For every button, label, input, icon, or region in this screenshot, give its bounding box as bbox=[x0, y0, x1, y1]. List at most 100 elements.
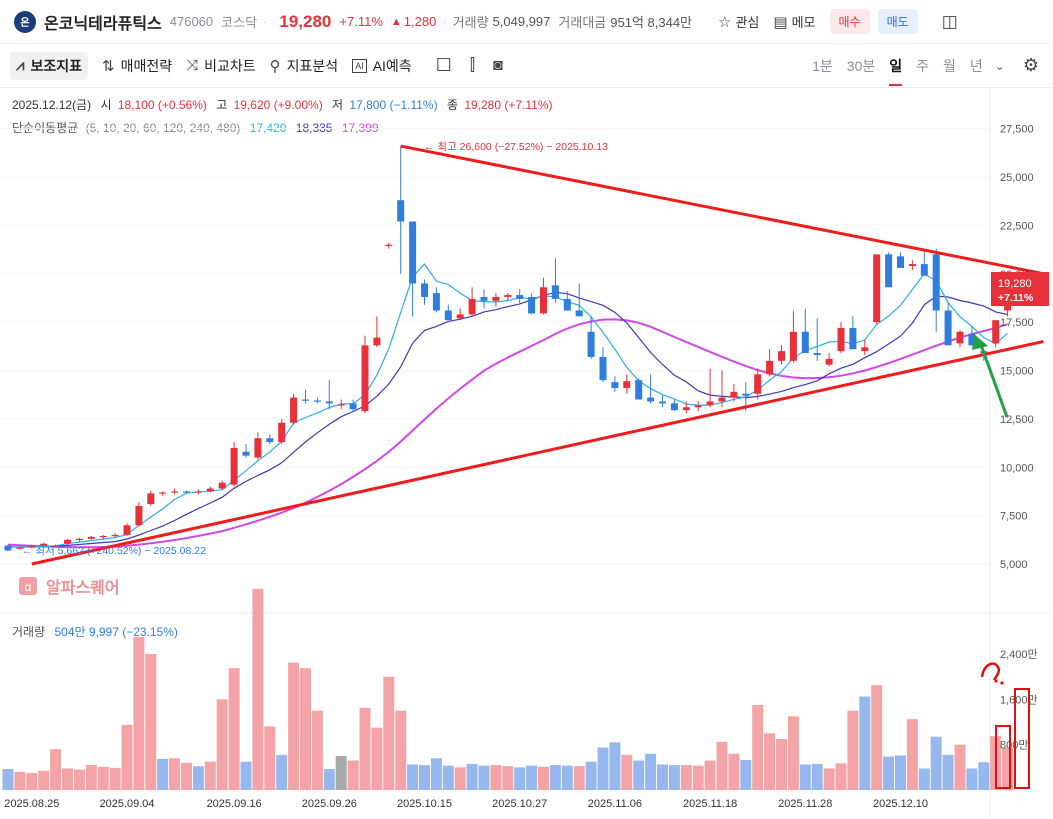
volume-bar bbox=[645, 753, 657, 790]
stock-chart[interactable]: 2025.12.12(금) 시 18,100 (+0.56%) 고 19,620… bbox=[0, 88, 1053, 819]
volume-bar bbox=[97, 766, 109, 790]
candle-body bbox=[444, 310, 452, 321]
volume-bar bbox=[823, 768, 835, 790]
chevron-down-icon[interactable]: ⌄ bbox=[994, 58, 1005, 73]
legend-high-label: 고 bbox=[216, 98, 227, 112]
volume-bar bbox=[597, 747, 609, 790]
candle-body bbox=[968, 333, 976, 346]
buy-button[interactable]: 매수 bbox=[829, 9, 870, 34]
candle-body bbox=[825, 358, 833, 365]
period-30min[interactable]: 30분 bbox=[846, 57, 876, 74]
volume-bar bbox=[181, 762, 192, 790]
volume-bar bbox=[942, 754, 954, 790]
candle-body bbox=[647, 397, 655, 402]
volume-bar bbox=[966, 768, 978, 790]
volume-bar bbox=[359, 707, 371, 790]
indicator-button[interactable]: ⩘ 보조지표 bbox=[10, 51, 88, 80]
period-month[interactable]: 월 bbox=[943, 57, 956, 74]
volume-bar bbox=[835, 763, 847, 790]
period-year[interactable]: 년 bbox=[969, 57, 983, 74]
volume-bar bbox=[633, 760, 645, 790]
volume-bar bbox=[728, 753, 740, 790]
indicator-icon: ⩘ bbox=[16, 57, 25, 74]
ai-chip-icon: AI bbox=[352, 58, 367, 73]
volume-bar bbox=[847, 710, 859, 790]
trendline-upper bbox=[400, 144, 1044, 276]
checkbox-icon[interactable]: ☐ bbox=[435, 55, 452, 75]
candle-body bbox=[40, 543, 48, 546]
legend-ma10: 18,335 bbox=[296, 121, 333, 135]
volume-bar bbox=[716, 741, 728, 790]
handwritten-mark bbox=[980, 662, 1001, 681]
volume-bar bbox=[776, 739, 787, 790]
volume-bar bbox=[906, 719, 918, 790]
volume-bar bbox=[169, 758, 181, 790]
candle-body bbox=[183, 491, 190, 493]
trendline-lower bbox=[31, 340, 1044, 566]
period-1min[interactable]: 1분 bbox=[812, 57, 833, 74]
amount-value: 951억 8,344만 bbox=[610, 15, 693, 30]
volume-bar bbox=[121, 724, 133, 790]
volume-bar bbox=[621, 754, 633, 790]
camera-icon[interactable]: ◙ bbox=[492, 56, 503, 74]
candle-body bbox=[504, 295, 512, 297]
gear-icon[interactable]: ⚙ bbox=[1022, 55, 1039, 75]
volume-bar bbox=[478, 765, 490, 790]
volume-bar bbox=[50, 749, 62, 790]
date-tick-label: 2025.11.28 bbox=[778, 798, 832, 810]
candle-body bbox=[349, 403, 357, 410]
volume-bar bbox=[871, 685, 883, 790]
period-week[interactable]: 주 bbox=[916, 57, 930, 74]
candle-body bbox=[706, 401, 714, 406]
candle-body bbox=[813, 353, 821, 356]
watch-button[interactable]: ☆ 관심 bbox=[718, 12, 759, 31]
price-tick-label: 15,000 bbox=[1000, 366, 1034, 378]
ai-predict-button[interactable]: AI AI예측 bbox=[352, 56, 412, 76]
candle-type-icon[interactable]: ⫿ bbox=[469, 56, 475, 74]
analysis-button[interactable]: ⚲ 지표분석 bbox=[270, 56, 339, 76]
compare-button[interactable]: ⤨ 비교차트 bbox=[186, 56, 256, 76]
volume-bar bbox=[609, 742, 621, 790]
sidebar-toggle-icon[interactable]: ◫ bbox=[941, 11, 958, 31]
date-tick-label: 2025.11.06 bbox=[588, 798, 642, 810]
volume-bar bbox=[752, 705, 764, 790]
sell-button[interactable]: 매도 bbox=[877, 9, 918, 34]
max-price-annotation: ← 최고 26,600 (−27.52%) − 2025.10.13 bbox=[424, 141, 608, 153]
memo-button[interactable]: ▤ 메모 bbox=[773, 12, 815, 31]
candle-body bbox=[278, 422, 286, 443]
volume-bar bbox=[740, 759, 752, 790]
date-tick-label: 2025.12.10 bbox=[873, 798, 928, 810]
price-tick-label: 7,500 bbox=[1000, 511, 1028, 523]
candle-body bbox=[551, 285, 559, 299]
candle-body bbox=[313, 400, 321, 402]
volume-bar bbox=[311, 710, 323, 790]
volume-label: 거래량 bbox=[452, 15, 489, 30]
volume-bar bbox=[192, 766, 204, 790]
change-arrow-icon: ▲ bbox=[390, 15, 402, 28]
volume-bar bbox=[454, 767, 466, 790]
volume-bar bbox=[264, 726, 276, 790]
candle-body bbox=[623, 381, 631, 388]
volume-bar bbox=[145, 654, 157, 790]
strategy-button[interactable]: ⇅ 매매전략 bbox=[102, 56, 172, 76]
volume-bar bbox=[490, 765, 502, 790]
volume-bar bbox=[85, 765, 97, 790]
price-badge-pct: +7.11% bbox=[998, 292, 1034, 304]
volume-bar bbox=[371, 727, 383, 790]
volume-bar bbox=[26, 773, 38, 790]
volume-bar bbox=[347, 760, 359, 790]
legend-ma5: 17,420 bbox=[250, 121, 287, 135]
compare-label: 비교차트 bbox=[204, 57, 256, 74]
volume-bar bbox=[228, 668, 240, 790]
candle-body bbox=[230, 447, 238, 485]
volume-bar bbox=[2, 769, 14, 790]
volume-bar bbox=[978, 762, 990, 790]
stock-header: 온 온코닉테라퓨틱스 476060 코스닥 · 19,280 +7.11% ▲ … bbox=[0, 0, 1053, 44]
legend-ma20: 17,399 bbox=[342, 121, 379, 135]
volume-bar bbox=[764, 733, 776, 790]
current-price: 19,280 bbox=[279, 11, 332, 31]
candle-body bbox=[516, 295, 524, 299]
period-day[interactable]: 일 bbox=[889, 56, 903, 86]
candle-body bbox=[242, 451, 250, 456]
candle-body bbox=[52, 545, 60, 547]
